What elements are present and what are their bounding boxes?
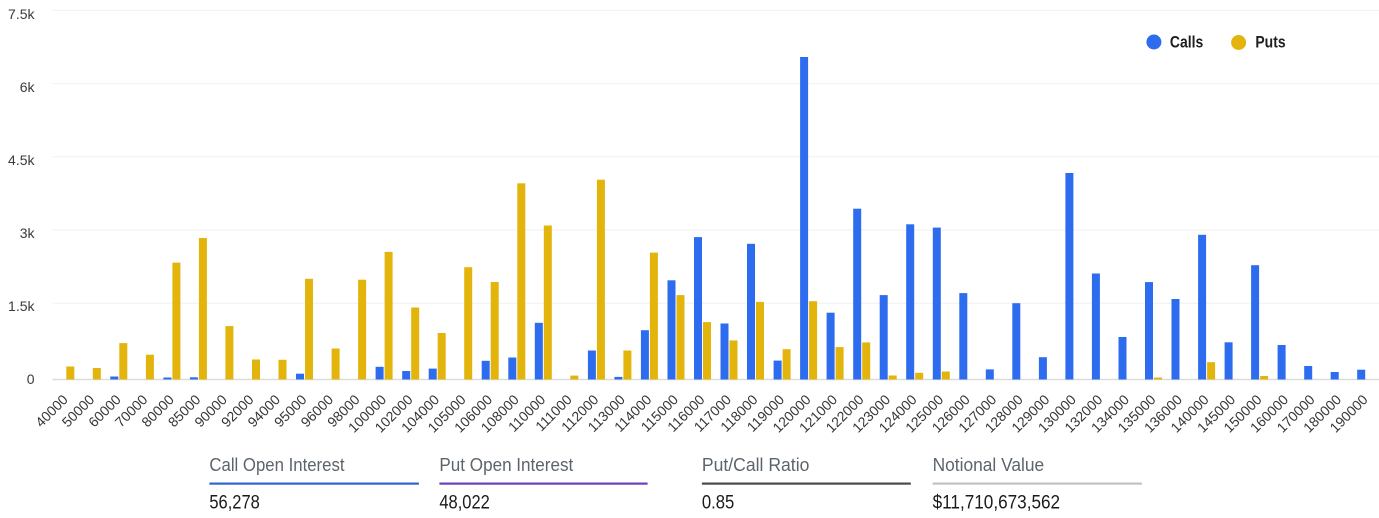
svg-text:0.85: 0.85 — [702, 492, 734, 513]
svg-text:Notional Value: Notional Value — [933, 455, 1045, 475]
svg-text:7.5k: 7.5k — [8, 6, 35, 22]
svg-text:56,278: 56,278 — [209, 492, 259, 513]
svg-text:4.5k: 4.5k — [8, 152, 35, 168]
svg-text:0: 0 — [27, 371, 35, 387]
svg-text:48,022: 48,022 — [439, 492, 489, 513]
svg-text:Puts: Puts — [1255, 33, 1285, 52]
svg-text:Calls: Calls — [1170, 33, 1203, 52]
svg-text:$11,710,673,562: $11,710,673,562 — [933, 492, 1061, 513]
svg-text:3k: 3k — [20, 225, 36, 241]
svg-text:6k: 6k — [20, 79, 36, 95]
svg-text:1.5k: 1.5k — [8, 298, 35, 314]
svg-text:Call Open Interest: Call Open Interest — [209, 455, 344, 475]
svg-text:Put/Call Ratio: Put/Call Ratio — [702, 455, 810, 475]
svg-text:Put Open Interest: Put Open Interest — [439, 455, 573, 475]
